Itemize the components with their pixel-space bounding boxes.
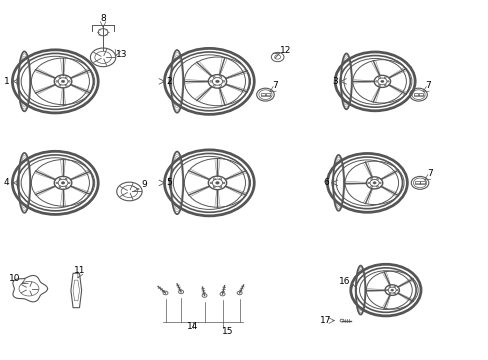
Circle shape [388, 293, 390, 294]
Circle shape [390, 289, 393, 291]
Circle shape [215, 80, 219, 83]
Text: 13: 13 [116, 50, 127, 59]
Text: 14: 14 [186, 322, 198, 331]
Circle shape [61, 80, 64, 83]
Text: 7: 7 [426, 170, 432, 179]
Circle shape [393, 286, 395, 288]
Circle shape [223, 182, 224, 184]
Bar [420, 181, 424, 184]
Bar [418, 93, 423, 96]
Circle shape [56, 81, 58, 82]
Text: 5: 5 [166, 178, 171, 187]
Circle shape [61, 181, 64, 184]
Text: 3: 3 [331, 77, 337, 86]
Circle shape [379, 182, 381, 184]
Bar [414, 181, 419, 184]
Bar [413, 93, 417, 96]
Circle shape [213, 85, 215, 86]
Circle shape [68, 81, 70, 82]
Circle shape [375, 81, 377, 82]
Circle shape [386, 289, 387, 291]
Text: 2: 2 [166, 77, 171, 86]
Text: 17: 17 [319, 316, 330, 325]
Circle shape [65, 178, 67, 180]
Circle shape [213, 178, 215, 180]
Circle shape [68, 182, 70, 184]
Bar [260, 93, 264, 96]
Text: 15: 15 [221, 327, 233, 336]
Circle shape [219, 178, 221, 180]
Text: 6: 6 [323, 178, 328, 187]
Text: 16: 16 [338, 276, 349, 285]
Circle shape [213, 77, 215, 78]
Circle shape [209, 182, 212, 184]
Circle shape [65, 77, 67, 78]
Circle shape [219, 77, 221, 78]
Circle shape [388, 286, 390, 288]
Text: 9: 9 [142, 180, 147, 189]
Circle shape [215, 181, 219, 184]
Circle shape [223, 81, 224, 82]
Text: 11: 11 [74, 266, 85, 275]
Circle shape [393, 293, 395, 294]
Text: 12: 12 [280, 46, 291, 55]
Circle shape [396, 289, 397, 291]
Circle shape [384, 84, 386, 86]
Circle shape [213, 186, 215, 188]
Text: 1: 1 [4, 77, 9, 86]
Circle shape [65, 186, 67, 188]
Circle shape [59, 178, 61, 180]
Circle shape [380, 80, 383, 82]
Circle shape [59, 85, 61, 86]
Bar [265, 93, 270, 96]
Circle shape [386, 81, 388, 82]
Circle shape [378, 77, 380, 78]
Circle shape [376, 179, 378, 180]
Circle shape [219, 186, 221, 188]
Circle shape [59, 77, 61, 78]
Circle shape [376, 186, 378, 187]
Text: 4: 4 [4, 178, 9, 187]
Text: 10: 10 [9, 274, 20, 283]
Circle shape [384, 77, 386, 78]
Circle shape [56, 182, 58, 184]
Circle shape [370, 186, 372, 187]
Circle shape [65, 85, 67, 86]
Circle shape [378, 84, 380, 86]
Text: 8: 8 [100, 14, 106, 23]
Circle shape [209, 81, 212, 82]
Circle shape [372, 182, 375, 184]
Circle shape [367, 182, 369, 184]
Text: 7: 7 [425, 81, 430, 90]
Circle shape [59, 186, 61, 188]
Text: 7: 7 [272, 81, 278, 90]
Circle shape [370, 179, 372, 180]
Circle shape [219, 85, 221, 86]
